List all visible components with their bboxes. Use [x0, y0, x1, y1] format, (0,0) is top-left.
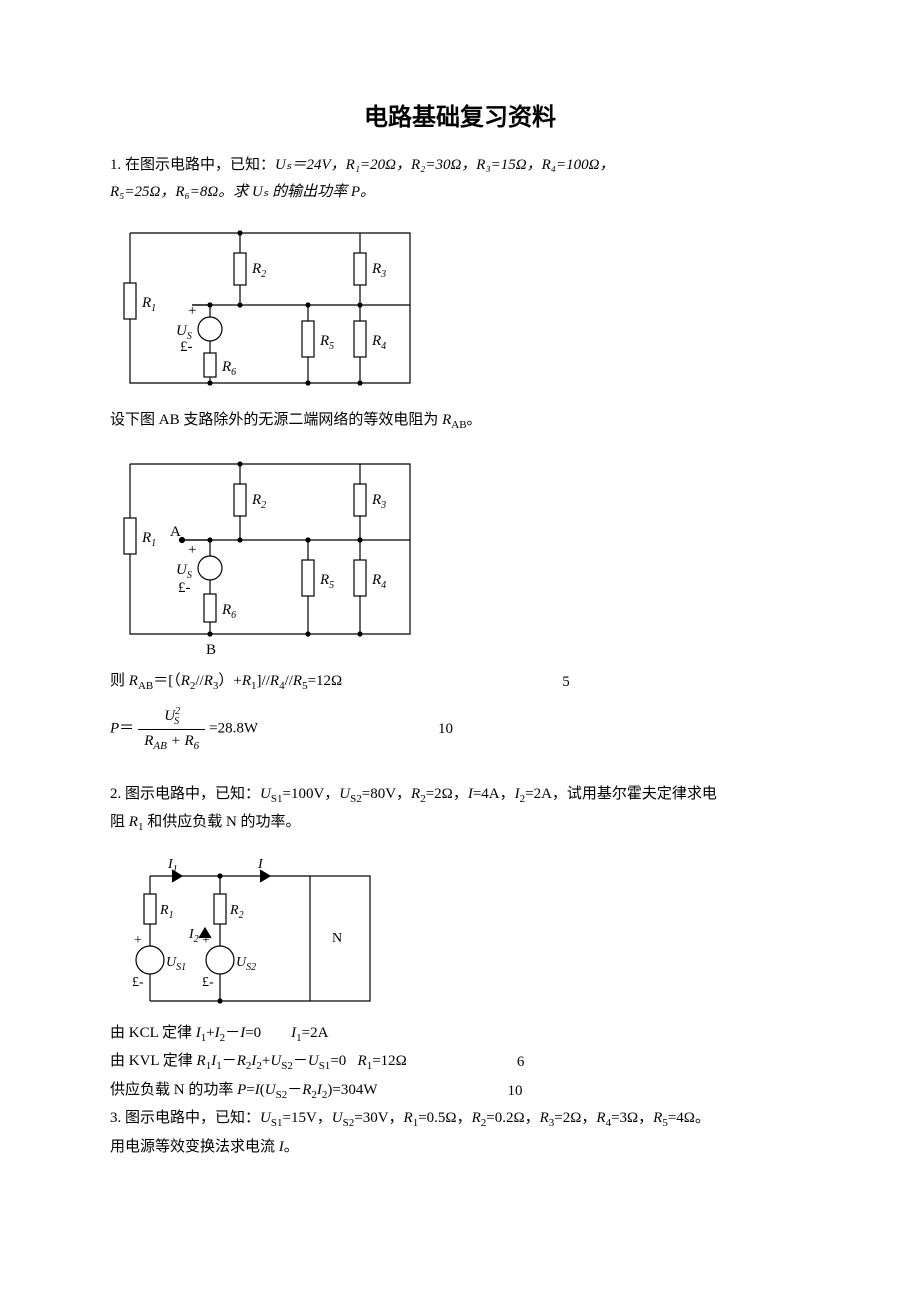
p1-prefix: 1. 在图示电路中，已知： — [110, 157, 275, 173]
svg-text:R2: R2 — [251, 492, 266, 511]
p2-line2: 阻 R1 和供应负载 N 的功率。 — [110, 811, 810, 836]
eq-rab: 则 RAB＝[（R2//R3）+R1]//R4//R5=12Ω 5 — [110, 670, 810, 695]
power-text: 供应负载 N 的功率 P=I(US2－R2I2)=304W — [110, 1079, 378, 1104]
svg-text:£-: £- — [178, 580, 191, 596]
p2-line1: 2. 图示电路中，已知：US1=100V，US2=80V，R2=2Ω，I=4A，… — [110, 783, 810, 808]
svg-text:I: I — [257, 857, 264, 872]
svg-text:+: + — [202, 933, 210, 948]
svg-text:I2: I2 — [188, 927, 199, 945]
circuit-fig2: R1 R2 R3 R4 R5 R6 US + £- A B — [110, 444, 420, 664]
svg-text:I1: I1 — [167, 857, 178, 875]
power-line: 供应负载 N 的功率 P=I(US2－R2I2)=304W 10 — [110, 1079, 810, 1104]
svg-text:R1: R1 — [141, 530, 156, 549]
svg-text:R5: R5 — [319, 572, 334, 591]
svg-text:R4: R4 — [371, 572, 386, 591]
p3-line2: 用电源等效变换法求电流 I。 — [110, 1136, 810, 1159]
svg-text:US1: US1 — [166, 955, 186, 973]
svg-text:R2: R2 — [251, 261, 266, 280]
svg-text:£-: £- — [132, 975, 144, 990]
svg-text:+: + — [188, 542, 196, 558]
svg-text:R1: R1 — [159, 903, 174, 921]
svg-text:+: + — [134, 933, 142, 948]
p2-given: U — [260, 786, 271, 802]
svg-text:R1: R1 — [141, 295, 156, 314]
kvl-text: 由 KVL 定律 R1I1－R2I2+US2－US1=0 R1=12Ω — [110, 1050, 407, 1075]
circuit-fig3: R1 R2 US1 US2 I1 I I2 N + £- + £- — [110, 846, 400, 1016]
score5: 5 — [562, 671, 570, 694]
p1-given: Uₛ＝24V，R₁=20Ω，R₂=30Ω，R₃=15Ω，R₄=100Ω， — [275, 157, 614, 173]
p1-given2: R₅=25Ω，R₆=8Ω。求 Uₛ 的输出功率 P。 — [110, 184, 375, 200]
p3-prefix: 3. 图示电路中，已知： — [110, 1110, 260, 1126]
score6: 6 — [517, 1051, 525, 1074]
svg-text:R2: R2 — [229, 903, 244, 921]
p2-prefix: 2. 图示电路中，已知： — [110, 786, 260, 802]
kcl-line: 由 KCL 定律 I1+I2－I=0 I1=2A — [110, 1022, 810, 1047]
svg-text:R3: R3 — [371, 492, 386, 511]
p3-line1: 3. 图示电路中，已知：US1=15V，US2=30V，R1=0.5Ω，R2=0… — [110, 1107, 810, 1132]
score10a: 10 — [438, 718, 453, 741]
eq-power-content: P＝ U2S RAB + R6 =28.8W — [110, 704, 258, 755]
svg-text:US2: US2 — [236, 955, 256, 973]
svg-text:R5: R5 — [319, 333, 334, 352]
circuit-fig1: R1 R2 R3 R4 R5 R6 US + £- — [110, 213, 420, 403]
svg-text:US: US — [176, 562, 192, 581]
p1-line1: 1. 在图示电路中，已知：Uₛ＝24V，R₁=20Ω，R₂=30Ω，R₃=15Ω… — [110, 154, 810, 177]
svg-text:R6: R6 — [221, 359, 236, 378]
svg-text:B: B — [206, 642, 216, 658]
svg-text:£-: £- — [202, 975, 214, 990]
eq-power: P＝ U2S RAB + R6 =28.8W 10 — [110, 704, 810, 755]
svg-text:£-: £- — [180, 339, 193, 355]
eq-rab-text: 则 RAB＝[（R2//R3）+R1]//R4//R5=12Ω — [110, 670, 342, 695]
svg-text:+: + — [188, 303, 196, 319]
kvl-line: 由 KVL 定律 R1I1－R2I2+US2－US1=0 R1=12Ω 6 — [110, 1050, 810, 1075]
svg-text:R6: R6 — [221, 602, 236, 621]
svg-text:A: A — [170, 524, 181, 540]
svg-text:R4: R4 — [371, 333, 386, 352]
p1-line2: R₅=25Ω，R₆=8Ω。求 Uₛ 的输出功率 P。 — [110, 181, 810, 204]
score10b: 10 — [508, 1080, 523, 1103]
svg-text:R3: R3 — [371, 261, 386, 280]
svg-text:N: N — [332, 931, 342, 946]
doc-title: 电路基础复习资料 — [110, 100, 810, 136]
midtext: 设下图 AB 支路除外的无源二端网络的等效电阻为 RAB。 — [110, 409, 810, 434]
